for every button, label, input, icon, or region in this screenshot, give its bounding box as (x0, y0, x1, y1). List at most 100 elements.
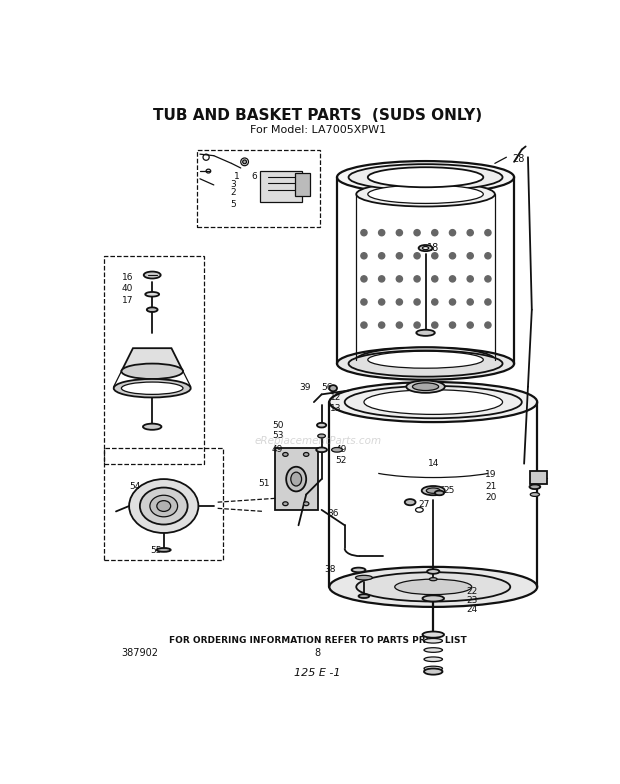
Circle shape (485, 252, 491, 259)
Text: For Model: LA7005XPW1: For Model: LA7005XPW1 (250, 125, 386, 135)
Circle shape (414, 276, 420, 282)
Ellipse shape (122, 382, 183, 394)
Text: 125 E -1: 125 E -1 (294, 668, 341, 678)
Ellipse shape (395, 579, 472, 594)
Circle shape (379, 230, 385, 236)
Circle shape (432, 299, 438, 305)
Circle shape (485, 322, 491, 328)
Ellipse shape (364, 390, 503, 415)
Circle shape (361, 322, 367, 328)
Ellipse shape (337, 161, 514, 194)
Ellipse shape (405, 499, 415, 505)
Circle shape (396, 230, 402, 236)
Circle shape (361, 276, 367, 282)
Circle shape (485, 230, 491, 236)
Ellipse shape (143, 423, 161, 430)
Circle shape (361, 252, 367, 259)
Ellipse shape (424, 657, 443, 662)
Circle shape (432, 276, 438, 282)
Ellipse shape (358, 594, 370, 598)
Ellipse shape (348, 164, 503, 191)
Ellipse shape (317, 434, 326, 438)
Circle shape (361, 230, 367, 236)
Ellipse shape (422, 632, 444, 637)
Text: 52: 52 (335, 456, 347, 465)
Circle shape (396, 252, 402, 259)
Circle shape (379, 276, 385, 282)
Text: FOR ORDERING INFORMATION REFER TO PARTS PRICE LIST: FOR ORDERING INFORMATION REFER TO PARTS … (169, 637, 467, 645)
Ellipse shape (286, 466, 306, 492)
Ellipse shape (304, 452, 309, 456)
Ellipse shape (412, 383, 438, 390)
Ellipse shape (368, 167, 484, 187)
Bar (275, 448, 317, 510)
Ellipse shape (416, 330, 435, 336)
Circle shape (467, 322, 473, 328)
Ellipse shape (144, 271, 161, 278)
Circle shape (485, 276, 491, 282)
Ellipse shape (352, 568, 366, 572)
Circle shape (379, 299, 385, 305)
Bar (104, 448, 223, 560)
Text: 55: 55 (150, 546, 162, 555)
Circle shape (432, 252, 438, 259)
Ellipse shape (140, 488, 188, 524)
Circle shape (414, 252, 420, 259)
Ellipse shape (348, 350, 503, 376)
Circle shape (450, 276, 456, 282)
Circle shape (379, 252, 385, 259)
Text: 19: 19 (485, 470, 497, 479)
Ellipse shape (316, 448, 327, 452)
Ellipse shape (329, 385, 337, 391)
Text: 21: 21 (485, 482, 497, 492)
Circle shape (467, 299, 473, 305)
Text: 1: 1 (234, 172, 240, 181)
Ellipse shape (422, 246, 428, 249)
Ellipse shape (157, 548, 171, 552)
Circle shape (467, 252, 473, 259)
Circle shape (432, 322, 438, 328)
Ellipse shape (406, 380, 445, 393)
Ellipse shape (147, 307, 157, 312)
Ellipse shape (145, 292, 159, 296)
Circle shape (485, 299, 491, 305)
Polygon shape (122, 348, 183, 372)
Ellipse shape (435, 491, 444, 495)
Ellipse shape (422, 595, 444, 601)
Bar (530, 471, 547, 484)
Text: 387902: 387902 (122, 648, 158, 658)
Ellipse shape (530, 492, 539, 496)
Text: 22: 22 (466, 587, 477, 596)
Circle shape (450, 322, 456, 328)
Text: 56: 56 (321, 383, 333, 392)
Ellipse shape (113, 379, 191, 397)
Circle shape (396, 299, 402, 305)
Text: 24: 24 (466, 605, 477, 615)
Ellipse shape (356, 347, 495, 372)
Ellipse shape (129, 479, 198, 533)
Ellipse shape (345, 386, 522, 418)
Circle shape (450, 252, 456, 259)
Text: 28: 28 (512, 154, 524, 164)
Ellipse shape (157, 501, 171, 511)
Ellipse shape (291, 472, 301, 486)
Ellipse shape (424, 648, 443, 652)
Circle shape (379, 322, 385, 328)
Text: 25: 25 (443, 486, 454, 495)
Text: 8: 8 (315, 648, 321, 658)
Text: 54: 54 (129, 482, 140, 492)
Text: eReplacementParts.com: eReplacementParts.com (254, 436, 381, 445)
Ellipse shape (422, 486, 445, 495)
Ellipse shape (415, 507, 423, 512)
Ellipse shape (122, 364, 183, 379)
Text: 3: 3 (230, 180, 236, 190)
Circle shape (450, 230, 456, 236)
Ellipse shape (150, 495, 177, 517)
Ellipse shape (317, 423, 326, 427)
Ellipse shape (424, 666, 443, 671)
Ellipse shape (368, 185, 484, 203)
Ellipse shape (368, 351, 484, 368)
Ellipse shape (356, 572, 510, 601)
Text: 40: 40 (122, 285, 133, 293)
Circle shape (432, 230, 438, 236)
